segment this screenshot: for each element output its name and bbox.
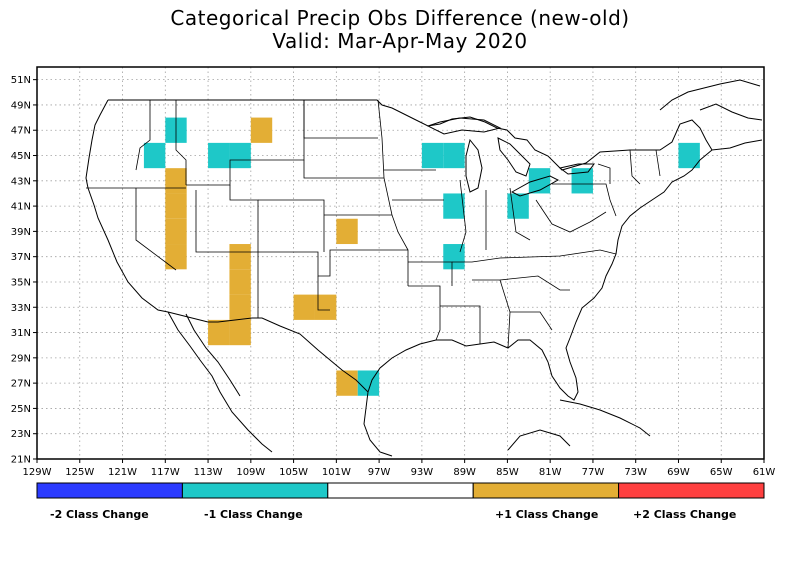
x-tick-label: 69W bbox=[667, 467, 690, 478]
plus-class-cell bbox=[229, 294, 251, 320]
minus-class-cell bbox=[571, 168, 593, 194]
state-borders bbox=[86, 99, 661, 349]
x-tick-label: 85W bbox=[496, 467, 519, 478]
minus-class-cell bbox=[443, 193, 465, 219]
map-outlines bbox=[85, 79, 763, 457]
plus-class-cell bbox=[314, 294, 337, 320]
map-title: Categorical Precip Obs Difference (new-o… bbox=[170, 6, 630, 30]
lake-superior bbox=[426, 117, 502, 135]
y-tick-label: 35N bbox=[11, 277, 31, 288]
plus-class-cell bbox=[165, 218, 187, 245]
lake-michigan bbox=[465, 138, 483, 193]
map-subtitle: Valid: Mar-Apr-May 2020 bbox=[272, 29, 528, 53]
y-tick-label: 47N bbox=[11, 126, 31, 137]
plus-class-cell bbox=[229, 319, 251, 346]
y-tick-label: 41N bbox=[11, 202, 31, 213]
legend-swatch bbox=[181, 482, 329, 499]
x-tick-label: 81W bbox=[539, 467, 562, 478]
plus-class-cell bbox=[229, 269, 251, 295]
mexico-gulf-coast bbox=[363, 391, 393, 457]
map-frame bbox=[36, 66, 765, 460]
yucatan-coast bbox=[507, 429, 571, 451]
difference-cells bbox=[143, 117, 700, 396]
legend-label: +1 Class Change bbox=[495, 508, 599, 521]
gulf-coast bbox=[367, 337, 579, 401]
minus-class-cell bbox=[443, 142, 465, 169]
canada-coast bbox=[659, 79, 761, 111]
x-tick-label: 121W bbox=[108, 467, 137, 478]
lake-huron bbox=[497, 137, 531, 177]
atlantic-coast bbox=[569, 149, 713, 339]
x-tick-label: 105W bbox=[279, 467, 308, 478]
y-tick-label: 31N bbox=[11, 328, 31, 339]
x-tick-label: 109W bbox=[236, 467, 265, 478]
x-tick-label: 129W bbox=[23, 467, 52, 478]
plus-class-cell bbox=[165, 193, 187, 219]
pacific-coast bbox=[85, 99, 169, 313]
us-canada-border bbox=[108, 99, 763, 171]
x-tick-label: 73W bbox=[624, 467, 647, 478]
longitude-tick-labels: 129W 125W 121W 117W 113W 109W 105W 101W 97W 93W 89… bbox=[23, 459, 776, 478]
minus-class-cell bbox=[208, 142, 230, 169]
plus-class-cell bbox=[336, 370, 358, 396]
plus-class-cell bbox=[208, 319, 230, 346]
minus-class-cell bbox=[443, 244, 465, 270]
y-tick-label: 25N bbox=[11, 404, 31, 415]
cuba-coast bbox=[559, 399, 651, 437]
lat-lon-grid bbox=[37, 67, 764, 459]
lake-ontario bbox=[558, 163, 595, 175]
minus-class-cell bbox=[143, 142, 166, 169]
x-tick-label: 89W bbox=[453, 467, 476, 478]
minus-class-cell bbox=[229, 142, 251, 169]
us-mexico-border bbox=[167, 311, 369, 393]
canada-coast-2 bbox=[699, 103, 763, 121]
x-tick-label: 101W bbox=[322, 467, 351, 478]
y-tick-label: 45N bbox=[11, 151, 31, 162]
y-tick-label: 43N bbox=[11, 176, 31, 187]
y-tick-label: 21N bbox=[11, 455, 31, 466]
x-tick-label: 77W bbox=[582, 467, 605, 478]
x-tick-label: 113W bbox=[194, 467, 223, 478]
x-tick-label: 97W bbox=[368, 467, 391, 478]
minus-class-cell bbox=[678, 142, 700, 169]
y-tick-label: 33N bbox=[11, 303, 31, 314]
plus-class-cell bbox=[165, 168, 187, 194]
x-tick-label: 61W bbox=[753, 467, 776, 478]
minus-class-cell bbox=[421, 142, 444, 169]
y-tick-label: 39N bbox=[11, 227, 31, 238]
legend-color-bar bbox=[36, 482, 765, 499]
legend-swatch bbox=[618, 482, 765, 499]
legend-label: +2 Class Change bbox=[633, 508, 737, 521]
y-tick-label: 49N bbox=[11, 100, 31, 111]
plus-class-cell bbox=[293, 294, 315, 320]
lake-erie bbox=[510, 175, 560, 197]
plus-class-cell bbox=[165, 244, 187, 270]
y-tick-label: 37N bbox=[11, 252, 31, 263]
x-tick-label: 117W bbox=[151, 467, 180, 478]
plus-class-cell bbox=[229, 244, 251, 270]
mexico-pacific-coast bbox=[167, 311, 273, 453]
x-tick-label: 93W bbox=[411, 467, 434, 478]
plus-class-cell bbox=[336, 218, 358, 245]
y-tick-label: 29N bbox=[11, 353, 31, 364]
legend-label: -2 Class Change bbox=[50, 508, 149, 521]
legend-label: -1 Class Change bbox=[204, 508, 303, 521]
minus-class-cell bbox=[507, 193, 529, 219]
legend-swatch bbox=[36, 482, 183, 499]
gulf-of-california bbox=[185, 313, 241, 397]
latitude-tick-labels: 51N 49N 47N 45N 43N 41N 39N 37N 35N 33N 31N 29N 27N 2… bbox=[11, 75, 37, 466]
y-tick-label: 27N bbox=[11, 379, 31, 390]
legend-swatch bbox=[327, 482, 474, 499]
x-tick-label: 65W bbox=[710, 467, 733, 478]
y-tick-label: 51N bbox=[11, 75, 31, 86]
legend-swatch bbox=[472, 482, 620, 499]
y-tick-label: 23N bbox=[11, 429, 31, 440]
x-tick-label: 125W bbox=[65, 467, 94, 478]
plus-class-cell bbox=[250, 117, 273, 143]
